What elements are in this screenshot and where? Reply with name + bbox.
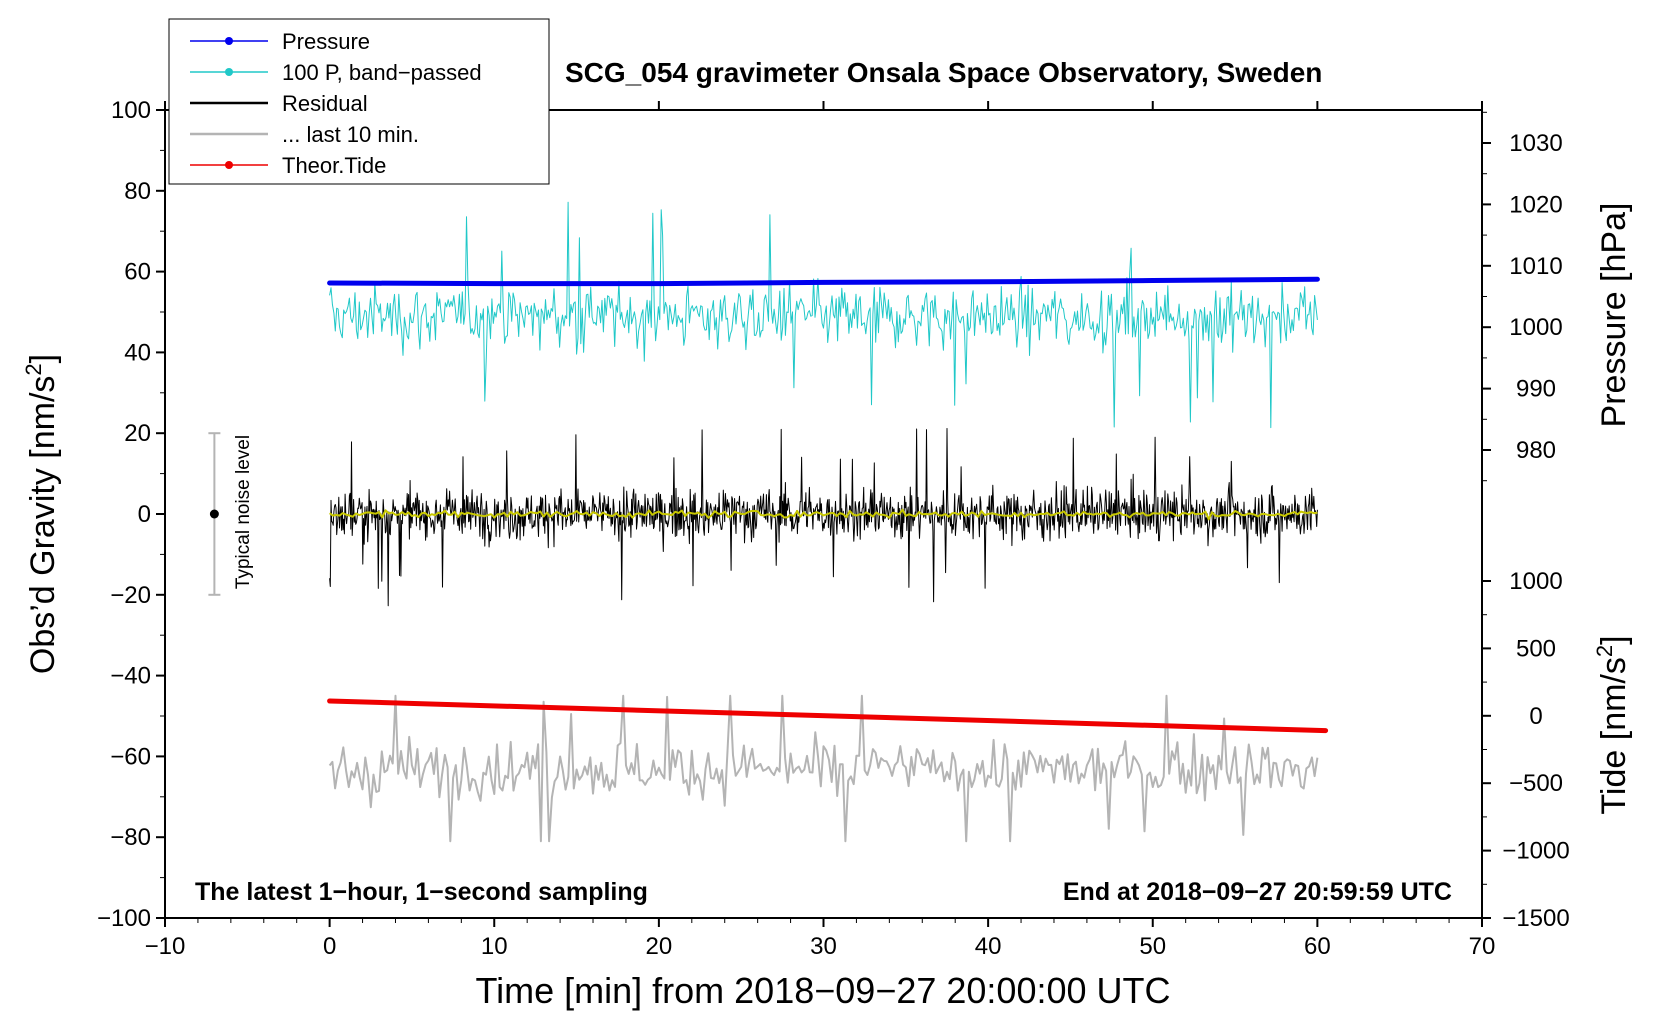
axes-ticks: −10 0 10 20 30 40 50 60 70−100−80−60−40−20020406… xyxy=(97,97,1570,960)
legend-label: 100 P, band−passed xyxy=(282,60,482,85)
y-axis-label: Obs’d Gravity [nm/s2] xyxy=(21,354,62,674)
noise-bar-center-dot xyxy=(209,509,219,519)
x-tick-label: 50 xyxy=(1139,933,1166,960)
x-tick-label: 10 xyxy=(481,933,508,960)
annotation-end-time: End at 2018−09−27 20:59:59 UTC xyxy=(1063,878,1452,906)
series-residual xyxy=(329,428,1318,607)
y-axis-label-end: ] xyxy=(24,354,62,363)
tide-axis-label-sup: 2 xyxy=(1592,645,1617,657)
series-pressure xyxy=(327,276,1320,287)
typical-noise-bar xyxy=(208,432,221,596)
pressure-tick-label: 1000 xyxy=(1509,314,1562,341)
pressure-tick-label: 980 xyxy=(1516,437,1556,464)
legend-marker xyxy=(225,37,233,45)
tide-tick-label: 0 xyxy=(1529,703,1542,730)
pressure-tick-label: 1020 xyxy=(1509,191,1562,218)
tide-line xyxy=(327,698,1329,734)
x-axis-label: Time [min] from 2018−09−27 20:00:00 UTC xyxy=(475,970,1170,1011)
tide-tick-label: −1000 xyxy=(1502,838,1569,865)
pressure-tick-label: 990 xyxy=(1516,376,1556,403)
x-tick-label: −10 xyxy=(145,933,186,960)
series-last-10-min xyxy=(328,694,1319,843)
x-tick-label: 0 xyxy=(323,933,336,960)
y-tick-label: −100 xyxy=(97,905,151,932)
legend-marker xyxy=(225,68,233,76)
last-10-min-line xyxy=(328,694,1319,843)
x-tick-label: 30 xyxy=(810,933,837,960)
y-tick-label: 20 xyxy=(124,420,151,447)
x-tick-label: 70 xyxy=(1469,933,1496,960)
y-tick-label: 80 xyxy=(124,178,151,205)
tide-tick-label: 1000 xyxy=(1509,568,1562,595)
residual-smoothed-line xyxy=(329,508,1318,521)
residual-line xyxy=(329,428,1318,607)
y-axis-label-base: Obs’d Gravity [nm/s xyxy=(24,376,62,675)
tide-axis-label-base: Tide [nm/s xyxy=(1595,657,1633,814)
y-tick-label: −20 xyxy=(110,582,151,609)
pressure-tick-label: 1030 xyxy=(1509,130,1562,157)
legend-label: ... last 10 min. xyxy=(282,122,419,147)
y-tick-label: −40 xyxy=(110,663,151,690)
y-tick-label: −80 xyxy=(110,824,151,851)
pressure-line xyxy=(327,276,1320,287)
pressure-tick-label: 1010 xyxy=(1509,253,1562,280)
tide-axis-label-end: ] xyxy=(1595,635,1633,644)
x-tick-label: 20 xyxy=(646,933,673,960)
tide-axis-label: Tide [nm/s2] xyxy=(1592,635,1633,814)
noise-bar-label: Typical noise level xyxy=(233,435,254,589)
legend-entries: Pressure 100 P, band−passed Residual ... la… xyxy=(190,29,482,178)
y-axis-label-sup: 2 xyxy=(21,363,46,375)
y-tick-label: 0 xyxy=(138,501,151,528)
chart-title: SCG_054 gravimeter Onsala Space Observat… xyxy=(565,57,1322,88)
series-bandpassed-pressure xyxy=(329,201,1318,429)
tide-tick-label: −1500 xyxy=(1502,905,1569,932)
pressure-axis-label: Pressure [hPa] xyxy=(1595,203,1633,428)
x-tick-label: 60 xyxy=(1304,933,1331,960)
x-tick-label: 40 xyxy=(975,933,1002,960)
legend-label: Theor.Tide xyxy=(282,153,386,178)
y-tick-label: −60 xyxy=(110,743,151,770)
legend-marker xyxy=(225,161,233,169)
series-theor-tide xyxy=(327,698,1329,734)
y-tick-label: 60 xyxy=(124,259,151,286)
legend-label: Pressure xyxy=(282,29,370,54)
tide-tick-label: −500 xyxy=(1509,770,1563,797)
legend-label: Residual xyxy=(282,91,368,116)
legend-box xyxy=(168,18,550,185)
bandpassed-line xyxy=(329,201,1318,429)
tide-tick-label: 500 xyxy=(1516,635,1556,662)
y-tick-label: 40 xyxy=(124,339,151,366)
series-residual-smoothed xyxy=(329,508,1318,521)
annotation-latest-hour: The latest 1−hour, 1−second sampling xyxy=(195,878,648,906)
y-tick-label: 100 xyxy=(111,97,151,124)
legend: Pressure 100 P, band−passed Residual ... la… xyxy=(168,18,550,185)
